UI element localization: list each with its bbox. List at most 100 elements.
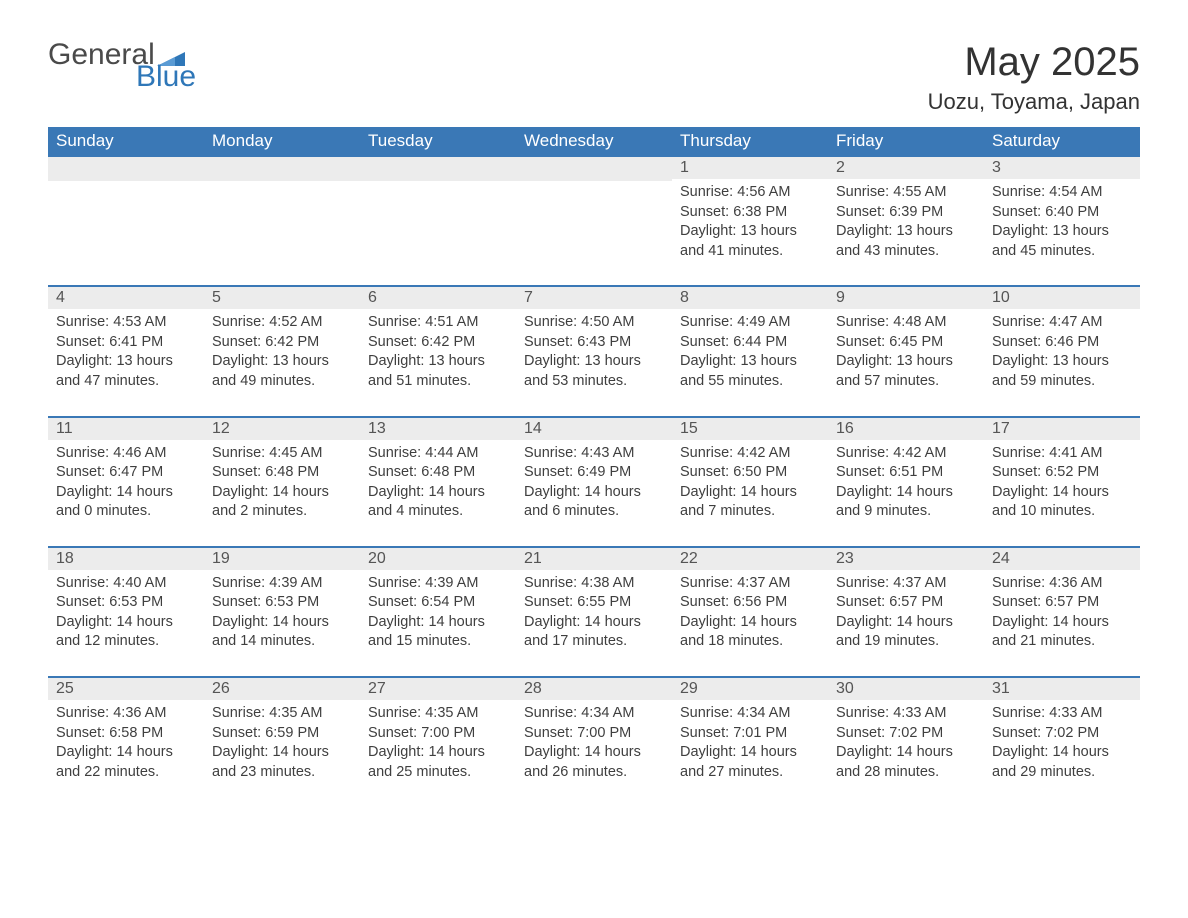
day-details: Sunrise: 4:35 AMSunset: 7:00 PMDaylight:… [360, 700, 516, 806]
daylight-text: Daylight: 14 hours and 17 minutes. [524, 613, 664, 652]
sunrise-text: Sunrise: 4:44 AM [368, 444, 508, 464]
calendar-day-cell: 20Sunrise: 4:39 AMSunset: 6:54 PMDayligh… [360, 547, 516, 677]
day-details: Sunrise: 4:54 AMSunset: 6:40 PMDaylight:… [984, 179, 1140, 285]
sunrise-text: Sunrise: 4:51 AM [368, 313, 508, 333]
calendar-day-cell: 17Sunrise: 4:41 AMSunset: 6:52 PMDayligh… [984, 417, 1140, 547]
calendar-week-row: 11Sunrise: 4:46 AMSunset: 6:47 PMDayligh… [48, 417, 1140, 547]
day-number: 6 [360, 287, 516, 309]
sunset-text: Sunset: 6:38 PM [680, 203, 820, 223]
day-number: 3 [984, 157, 1140, 179]
sunset-text: Sunset: 7:02 PM [992, 724, 1132, 744]
daylight-text: Daylight: 13 hours and 45 minutes. [992, 222, 1132, 261]
day-number: 29 [672, 678, 828, 700]
sunrise-text: Sunrise: 4:37 AM [836, 574, 976, 594]
location-text: Uozu, Toyama, Japan [928, 89, 1140, 115]
day-details [48, 181, 204, 281]
calendar-day-cell: 19Sunrise: 4:39 AMSunset: 6:53 PMDayligh… [204, 547, 360, 677]
calendar-day-cell: 4Sunrise: 4:53 AMSunset: 6:41 PMDaylight… [48, 286, 204, 416]
day-number: 30 [828, 678, 984, 700]
sunrise-text: Sunrise: 4:50 AM [524, 313, 664, 333]
day-number: 9 [828, 287, 984, 309]
calendar-day-cell: 11Sunrise: 4:46 AMSunset: 6:47 PMDayligh… [48, 417, 204, 547]
day-number [48, 157, 204, 181]
sunset-text: Sunset: 6:53 PM [212, 593, 352, 613]
calendar-day-cell: 31Sunrise: 4:33 AMSunset: 7:02 PMDayligh… [984, 677, 1140, 806]
day-details: Sunrise: 4:34 AMSunset: 7:00 PMDaylight:… [516, 700, 672, 806]
daylight-text: Daylight: 14 hours and 6 minutes. [524, 483, 664, 522]
day-number: 26 [204, 678, 360, 700]
day-number: 15 [672, 418, 828, 440]
day-number: 12 [204, 418, 360, 440]
day-details: Sunrise: 4:36 AMSunset: 6:57 PMDaylight:… [984, 570, 1140, 676]
day-details: Sunrise: 4:49 AMSunset: 6:44 PMDaylight:… [672, 309, 828, 415]
month-title: May 2025 [928, 40, 1140, 85]
calendar-day-cell: 16Sunrise: 4:42 AMSunset: 6:51 PMDayligh… [828, 417, 984, 547]
calendar-day-cell [360, 156, 516, 286]
sunrise-text: Sunrise: 4:34 AM [680, 704, 820, 724]
calendar-day-cell: 24Sunrise: 4:36 AMSunset: 6:57 PMDayligh… [984, 547, 1140, 677]
sunrise-text: Sunrise: 4:39 AM [368, 574, 508, 594]
calendar-day-cell: 15Sunrise: 4:42 AMSunset: 6:50 PMDayligh… [672, 417, 828, 547]
calendar-day-cell: 7Sunrise: 4:50 AMSunset: 6:43 PMDaylight… [516, 286, 672, 416]
sunset-text: Sunset: 6:57 PM [836, 593, 976, 613]
calendar-day-cell [204, 156, 360, 286]
sunset-text: Sunset: 6:51 PM [836, 463, 976, 483]
day-details [516, 181, 672, 281]
day-details: Sunrise: 4:52 AMSunset: 6:42 PMDaylight:… [204, 309, 360, 415]
calendar-day-cell: 28Sunrise: 4:34 AMSunset: 7:00 PMDayligh… [516, 677, 672, 806]
daylight-text: Daylight: 14 hours and 15 minutes. [368, 613, 508, 652]
sunrise-text: Sunrise: 4:46 AM [56, 444, 196, 464]
sunset-text: Sunset: 6:41 PM [56, 333, 196, 353]
sunset-text: Sunset: 6:57 PM [992, 593, 1132, 613]
calendar-day-cell: 12Sunrise: 4:45 AMSunset: 6:48 PMDayligh… [204, 417, 360, 547]
calendar-day-cell: 27Sunrise: 4:35 AMSunset: 7:00 PMDayligh… [360, 677, 516, 806]
day-details: Sunrise: 4:42 AMSunset: 6:50 PMDaylight:… [672, 440, 828, 546]
day-header: Thursday [672, 127, 828, 156]
day-number: 24 [984, 548, 1140, 570]
sunset-text: Sunset: 6:39 PM [836, 203, 976, 223]
calendar-day-cell: 22Sunrise: 4:37 AMSunset: 6:56 PMDayligh… [672, 547, 828, 677]
day-number: 19 [204, 548, 360, 570]
day-details: Sunrise: 4:50 AMSunset: 6:43 PMDaylight:… [516, 309, 672, 415]
sunset-text: Sunset: 6:55 PM [524, 593, 664, 613]
calendar-day-cell: 21Sunrise: 4:38 AMSunset: 6:55 PMDayligh… [516, 547, 672, 677]
calendar-day-cell: 13Sunrise: 4:44 AMSunset: 6:48 PMDayligh… [360, 417, 516, 547]
day-number: 8 [672, 287, 828, 309]
day-details: Sunrise: 4:51 AMSunset: 6:42 PMDaylight:… [360, 309, 516, 415]
sunrise-text: Sunrise: 4:36 AM [56, 704, 196, 724]
sunset-text: Sunset: 6:52 PM [992, 463, 1132, 483]
sunrise-text: Sunrise: 4:39 AM [212, 574, 352, 594]
sunset-text: Sunset: 7:00 PM [524, 724, 664, 744]
daylight-text: Daylight: 13 hours and 53 minutes. [524, 352, 664, 391]
day-number: 20 [360, 548, 516, 570]
calendar-day-cell: 29Sunrise: 4:34 AMSunset: 7:01 PMDayligh… [672, 677, 828, 806]
calendar-day-cell: 9Sunrise: 4:48 AMSunset: 6:45 PMDaylight… [828, 286, 984, 416]
day-header: Friday [828, 127, 984, 156]
day-number [360, 157, 516, 181]
logo-text-blue: Blue [136, 62, 196, 92]
sunset-text: Sunset: 6:53 PM [56, 593, 196, 613]
day-details: Sunrise: 4:45 AMSunset: 6:48 PMDaylight:… [204, 440, 360, 546]
daylight-text: Daylight: 13 hours and 49 minutes. [212, 352, 352, 391]
sunset-text: Sunset: 6:40 PM [992, 203, 1132, 223]
sunrise-text: Sunrise: 4:37 AM [680, 574, 820, 594]
sunrise-text: Sunrise: 4:49 AM [680, 313, 820, 333]
calendar-day-cell: 23Sunrise: 4:37 AMSunset: 6:57 PMDayligh… [828, 547, 984, 677]
daylight-text: Daylight: 14 hours and 23 minutes. [212, 743, 352, 782]
day-number: 16 [828, 418, 984, 440]
day-details: Sunrise: 4:33 AMSunset: 7:02 PMDaylight:… [828, 700, 984, 806]
day-details: Sunrise: 4:53 AMSunset: 6:41 PMDaylight:… [48, 309, 204, 415]
sunrise-text: Sunrise: 4:40 AM [56, 574, 196, 594]
sunset-text: Sunset: 6:46 PM [992, 333, 1132, 353]
page-header: General Blue May 2025 Uozu, Toyama, Japa… [48, 40, 1140, 115]
sunset-text: Sunset: 6:50 PM [680, 463, 820, 483]
sunrise-text: Sunrise: 4:56 AM [680, 183, 820, 203]
sunrise-text: Sunrise: 4:38 AM [524, 574, 664, 594]
day-header: Wednesday [516, 127, 672, 156]
day-details: Sunrise: 4:42 AMSunset: 6:51 PMDaylight:… [828, 440, 984, 546]
sunrise-text: Sunrise: 4:54 AM [992, 183, 1132, 203]
sunrise-text: Sunrise: 4:36 AM [992, 574, 1132, 594]
daylight-text: Daylight: 13 hours and 57 minutes. [836, 352, 976, 391]
daylight-text: Daylight: 14 hours and 22 minutes. [56, 743, 196, 782]
sunset-text: Sunset: 6:42 PM [212, 333, 352, 353]
